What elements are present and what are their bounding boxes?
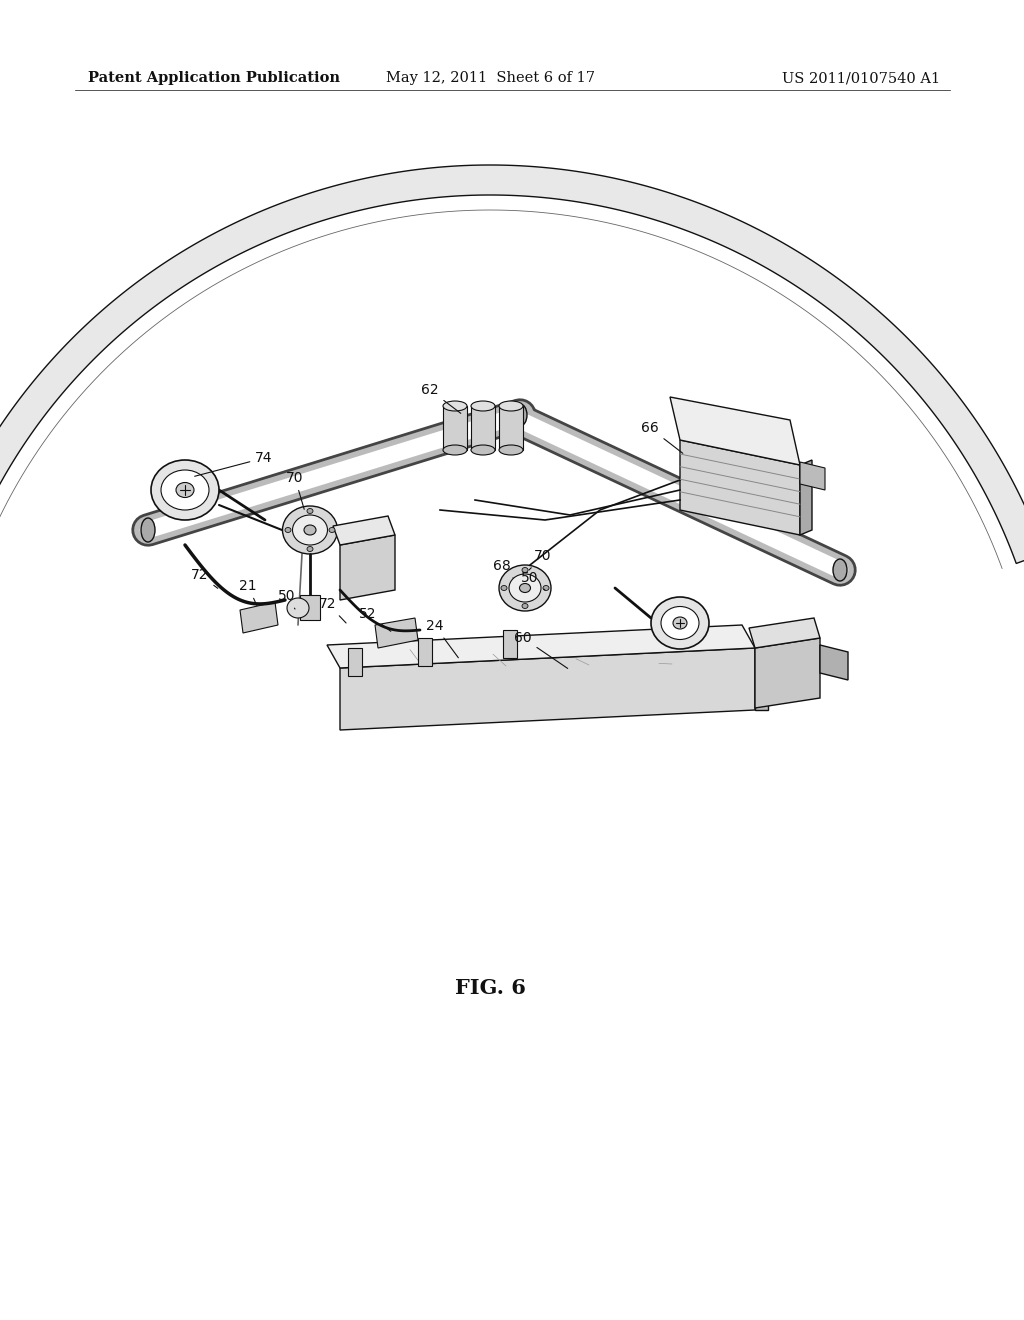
Polygon shape xyxy=(300,595,319,620)
Ellipse shape xyxy=(176,483,194,498)
Ellipse shape xyxy=(304,525,316,535)
Text: 50: 50 xyxy=(279,589,296,609)
Polygon shape xyxy=(471,407,495,450)
Text: 62: 62 xyxy=(421,383,461,413)
Text: 21: 21 xyxy=(240,579,257,606)
Ellipse shape xyxy=(522,603,528,609)
Text: 60: 60 xyxy=(514,631,567,668)
Text: 24: 24 xyxy=(426,619,459,657)
Ellipse shape xyxy=(141,517,155,543)
Ellipse shape xyxy=(519,583,530,593)
Text: 52: 52 xyxy=(359,607,391,631)
Polygon shape xyxy=(0,165,1024,564)
Text: 68: 68 xyxy=(494,558,513,578)
Text: 72: 72 xyxy=(191,568,218,589)
Ellipse shape xyxy=(513,404,527,426)
Polygon shape xyxy=(800,462,825,490)
Text: 72: 72 xyxy=(319,597,346,623)
Text: 74: 74 xyxy=(195,451,272,477)
Ellipse shape xyxy=(509,574,541,602)
Ellipse shape xyxy=(651,597,709,649)
Polygon shape xyxy=(375,618,418,648)
Polygon shape xyxy=(348,648,362,676)
Polygon shape xyxy=(800,459,812,535)
Polygon shape xyxy=(755,638,820,708)
Text: May 12, 2011  Sheet 6 of 17: May 12, 2011 Sheet 6 of 17 xyxy=(385,71,595,84)
Ellipse shape xyxy=(499,565,551,611)
Ellipse shape xyxy=(471,401,495,411)
Ellipse shape xyxy=(522,568,528,573)
Ellipse shape xyxy=(501,586,507,590)
Ellipse shape xyxy=(833,558,847,581)
Ellipse shape xyxy=(287,598,309,618)
Ellipse shape xyxy=(307,546,313,552)
Ellipse shape xyxy=(471,445,495,455)
Ellipse shape xyxy=(161,470,209,510)
Text: 70: 70 xyxy=(529,549,552,570)
Ellipse shape xyxy=(307,508,313,513)
Polygon shape xyxy=(340,648,755,730)
Ellipse shape xyxy=(543,586,549,590)
Ellipse shape xyxy=(499,401,523,411)
Text: US 2011/0107540 A1: US 2011/0107540 A1 xyxy=(782,71,940,84)
Ellipse shape xyxy=(285,528,291,532)
Polygon shape xyxy=(443,407,467,450)
Text: 50: 50 xyxy=(521,572,545,590)
Polygon shape xyxy=(755,648,768,710)
Text: 70: 70 xyxy=(287,471,304,510)
Polygon shape xyxy=(820,645,848,680)
Ellipse shape xyxy=(293,515,328,545)
Polygon shape xyxy=(333,516,395,545)
Polygon shape xyxy=(340,535,395,601)
Ellipse shape xyxy=(151,459,219,520)
Ellipse shape xyxy=(443,401,467,411)
Ellipse shape xyxy=(499,445,523,455)
Polygon shape xyxy=(670,397,800,465)
Text: FIG. 6: FIG. 6 xyxy=(455,978,525,998)
Polygon shape xyxy=(749,618,820,648)
Ellipse shape xyxy=(673,616,687,630)
Ellipse shape xyxy=(283,506,338,554)
Polygon shape xyxy=(503,630,517,657)
Ellipse shape xyxy=(443,445,467,455)
Polygon shape xyxy=(327,624,755,668)
Text: 66: 66 xyxy=(641,421,683,453)
Ellipse shape xyxy=(329,528,335,532)
Text: Patent Application Publication: Patent Application Publication xyxy=(88,71,340,84)
Polygon shape xyxy=(680,440,800,535)
Ellipse shape xyxy=(662,606,699,639)
Polygon shape xyxy=(240,602,278,634)
Polygon shape xyxy=(499,407,523,450)
Polygon shape xyxy=(418,638,432,667)
